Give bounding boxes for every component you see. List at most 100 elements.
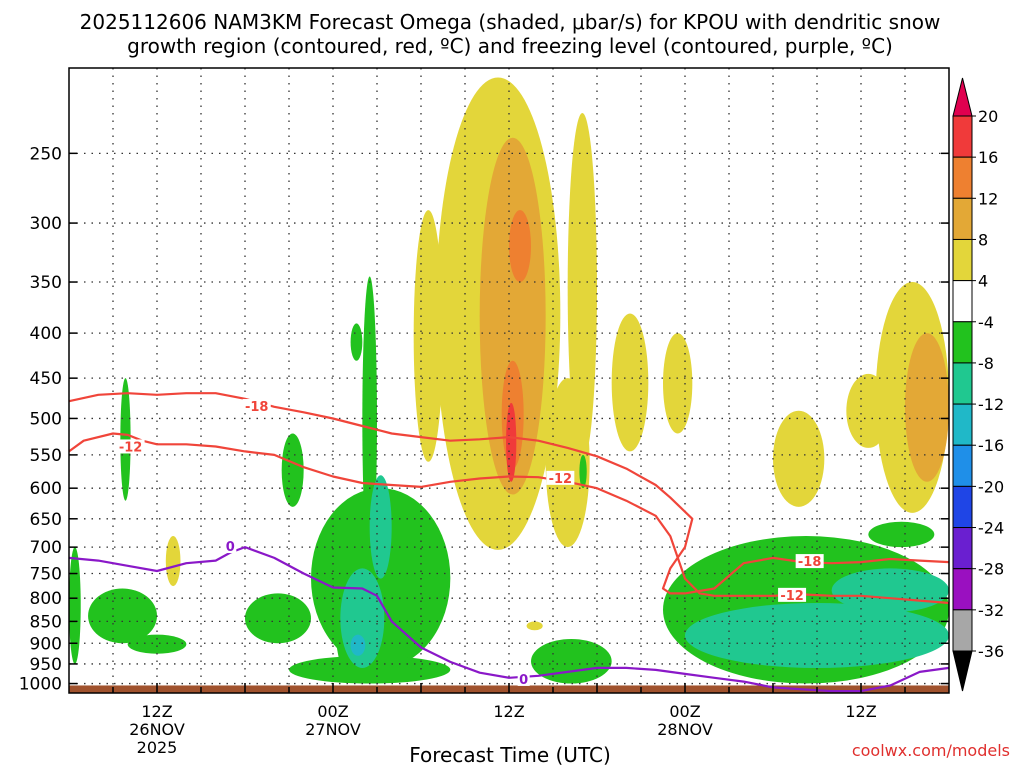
y-tick-label-450: 450	[30, 369, 62, 389]
y-tick-label-900: 900	[30, 634, 62, 654]
contour-label-6: 0	[519, 673, 528, 688]
colorbar-top-arrow	[952, 77, 973, 117]
colorbar-segment-0	[952, 115, 973, 158]
chart-title-line1: 2025112606 NAM3KM Forecast Omega (shaded…	[80, 10, 941, 34]
contour-label-3: -18	[798, 555, 822, 570]
x-tick-label-0-2: 2025	[137, 738, 178, 757]
contour-label-4: -12	[780, 589, 804, 604]
colorbar-label-11: -28	[978, 560, 1004, 579]
colorbar-label-13: -36	[978, 642, 1004, 661]
contour-line-2	[68, 545, 950, 693]
colorbar-label-0: 20	[978, 107, 998, 126]
x-tick-label-3-1: 28NOV	[657, 720, 713, 739]
omega-region-22	[127, 634, 187, 654]
colorbar-segment-6	[952, 362, 973, 405]
colorbar-segment-9	[952, 485, 973, 529]
contour-label-bg-3	[795, 554, 824, 569]
omega-region-30	[289, 655, 451, 684]
colorbar-bottom-arrow	[952, 650, 973, 692]
omega-region-33	[685, 602, 949, 668]
colorbar-label-4: 4	[978, 272, 988, 291]
y-axis: 2503003504004505005506006507007508008509…	[19, 144, 949, 695]
omega-region-34	[831, 568, 949, 613]
contour-label-5: 0	[226, 540, 235, 555]
omega-region-20	[245, 593, 311, 644]
omega-region-4	[611, 313, 649, 452]
omega-shading	[69, 77, 949, 684]
colorbar-label-12: -32	[978, 601, 1004, 620]
omega-region-25	[350, 323, 363, 361]
omega-region-26	[579, 454, 587, 489]
y-tick-label-400: 400	[30, 324, 62, 344]
y-tick-label-950: 950	[30, 655, 62, 675]
colorbar-label-8: -16	[978, 436, 1004, 455]
credit-text[interactable]: coolwx.com/models	[852, 741, 1010, 760]
colorbar-segment-4	[952, 280, 973, 323]
omega-region-5	[663, 333, 693, 434]
colorbar-segment-2	[952, 197, 973, 240]
colorbar-segment-7	[952, 403, 973, 446]
y-tick-label-600: 600	[30, 479, 62, 499]
colorbar-label-2: 12	[978, 189, 998, 208]
y-tick-label-350: 350	[30, 273, 62, 293]
y-tick-label-250: 250	[30, 144, 62, 164]
omega-region-24	[120, 378, 131, 501]
omega-region-2	[567, 113, 597, 462]
colorbar-label-1: 16	[978, 148, 998, 167]
omega-region-32	[369, 475, 392, 579]
omega-region-27	[531, 638, 612, 684]
x-tick-label-4-0: 12Z	[845, 702, 876, 721]
contour-labels: -18 -12 -12 -18 -12 0 0	[116, 399, 824, 688]
x-axis-label: Forecast Time (UTC)	[409, 743, 611, 767]
omega-region-1	[413, 210, 444, 462]
colorbar-segment-8	[952, 444, 973, 487]
omega-region-12	[905, 333, 949, 482]
y-tick-label-650: 650	[30, 510, 62, 530]
y-tick-label-1000: 1000	[19, 675, 62, 695]
omega-region-21	[88, 588, 157, 644]
y-tick-label-500: 500	[30, 409, 62, 429]
omega-region-6	[773, 410, 825, 507]
x-tick-label-3-0: 00Z	[669, 702, 700, 721]
contour-label-bg-0	[242, 399, 271, 414]
x-tick-label-2-0: 12Z	[493, 702, 524, 721]
colorbar-segment-1	[952, 156, 973, 199]
omega-region-29	[868, 521, 935, 548]
y-tick-label-550: 550	[30, 446, 62, 466]
omega-region-9	[165, 536, 181, 587]
omega-region-14	[509, 210, 531, 283]
x-tick-label-0-0: 12Z	[141, 702, 172, 721]
omega-region-3	[545, 378, 590, 548]
contour-label-1: -12	[119, 440, 143, 455]
y-tick-label-750: 750	[30, 565, 62, 585]
colorbar-segment-5	[952, 321, 973, 364]
omega-region-10	[526, 621, 543, 631]
colorbar-label-6: -8	[978, 354, 994, 373]
colorbar-label-3: 8	[978, 230, 988, 249]
colorbar-label-9: -20	[978, 477, 1004, 496]
colorbar-label-5: -4	[978, 313, 994, 332]
contour-label-2: -12	[549, 472, 573, 487]
colorbar: 20 16 12 8 4 -4 -8 -12 -16 -20 -24 -28 -32 -36	[952, 77, 1004, 692]
colorbar-label-10: -24	[978, 519, 1004, 538]
y-tick-label-850: 850	[30, 612, 62, 632]
contour-label-bg-4	[778, 587, 807, 602]
x-tick-label-0-1: 26NOV	[129, 720, 185, 739]
colorbar-segment-11	[952, 568, 973, 611]
y-tick-label-800: 800	[30, 589, 62, 609]
colorbar-segment-12	[952, 609, 973, 652]
colorbar-label-7: -12	[978, 395, 1004, 414]
y-tick-label-300: 300	[30, 214, 62, 234]
omega-region-23	[69, 547, 81, 664]
contour-line-0	[68, 392, 950, 595]
chart-title-line2: growth region (contoured, red, ºC) and f…	[127, 34, 893, 58]
colorbar-segment-10	[952, 527, 973, 570]
contour-label-bg-2	[546, 470, 575, 485]
contour-label-bg-1	[116, 439, 145, 454]
x-tick-label-1-0: 00Z	[317, 702, 348, 721]
omega-region-35	[350, 634, 366, 656]
contour-label-0: -18	[245, 400, 269, 415]
omega-region-15	[506, 402, 517, 482]
